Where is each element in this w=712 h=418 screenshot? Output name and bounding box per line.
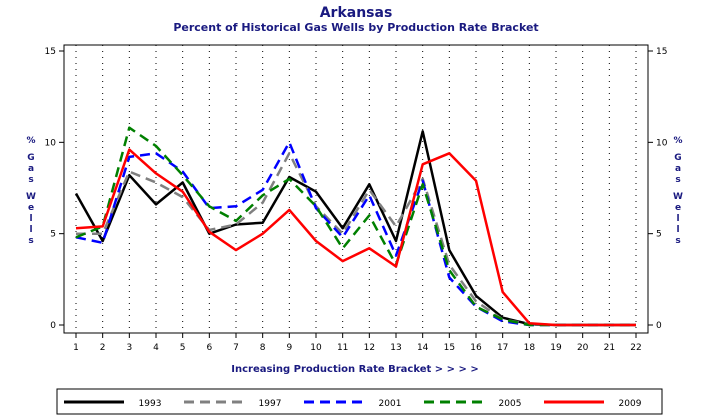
x-tick-label: 13 <box>390 343 401 353</box>
legend: 1993 1997 2001 2005 2009 <box>64 399 642 409</box>
x-tick-label: 2 <box>100 343 106 353</box>
legend-label-1993: 1993 <box>139 399 162 409</box>
series-group <box>74 126 636 327</box>
legend-box <box>56 388 663 415</box>
x-tick-label: 5 <box>180 343 186 353</box>
x-tick-label: 4 <box>153 343 159 353</box>
series-line-1993 <box>74 130 636 327</box>
x-tick-label: 8 <box>260 343 266 353</box>
x-tick-label: 1 <box>73 343 79 353</box>
y-tick-label: 5 <box>50 230 56 240</box>
x-tick-label: 22 <box>630 343 641 353</box>
x-axis: 1 2 3 4 5 6 7 8 9 10 11 12 13 14 15 16 17 18 19 20 21 22 <box>73 333 642 353</box>
chart-subtitle: Percent of Historical Gas Wells by Produ… <box>173 21 538 34</box>
x-axis-label: Increasing Production Rate Bracket > > >… <box>231 364 479 375</box>
x-tick-label: 9 <box>286 343 292 353</box>
y-tick-label: 5 <box>656 230 662 240</box>
series-line-2009 <box>75 148 636 327</box>
y-tick-label: 10 <box>45 138 57 148</box>
x-tick-label: 16 <box>470 343 482 353</box>
legend-label-2005: 2005 <box>499 399 522 409</box>
legend-label-1997: 1997 <box>259 399 282 409</box>
y-tick-label: 15 <box>45 47 56 57</box>
x-tick-label: 20 <box>577 343 589 353</box>
x-tick-label: 3 <box>126 343 132 353</box>
series-line-1997 <box>76 152 636 327</box>
x-tick-label: 12 <box>364 343 375 353</box>
x-tick-label: 10 <box>310 343 322 353</box>
y-tick-label: 15 <box>656 47 667 57</box>
chart-title: Arkansas <box>320 5 393 21</box>
x-tick-label: 7 <box>233 343 239 353</box>
legend-label-2009: 2009 <box>619 399 642 409</box>
x-tick-label: 15 <box>444 343 455 353</box>
y-tick-label: 0 <box>50 321 56 331</box>
x-tick-label: 21 <box>604 343 615 353</box>
plot-area <box>63 44 649 334</box>
x-tick-label: 17 <box>497 343 508 353</box>
y-axis-right: 0 5 10 15 <box>648 47 668 331</box>
legend-label-2001: 2001 <box>379 399 402 409</box>
gridlines <box>75 45 637 333</box>
x-tick-label: 11 <box>337 343 348 353</box>
y-tick-label: 0 <box>656 321 662 331</box>
x-tick-label: 14 <box>417 343 429 353</box>
y-axis-left: 0 5 10 15 <box>45 47 64 331</box>
x-tick-label: 18 <box>524 343 536 353</box>
x-tick-label: 19 <box>550 343 562 353</box>
x-tick-label: 6 <box>206 343 212 353</box>
y-tick-label: 10 <box>656 138 668 148</box>
